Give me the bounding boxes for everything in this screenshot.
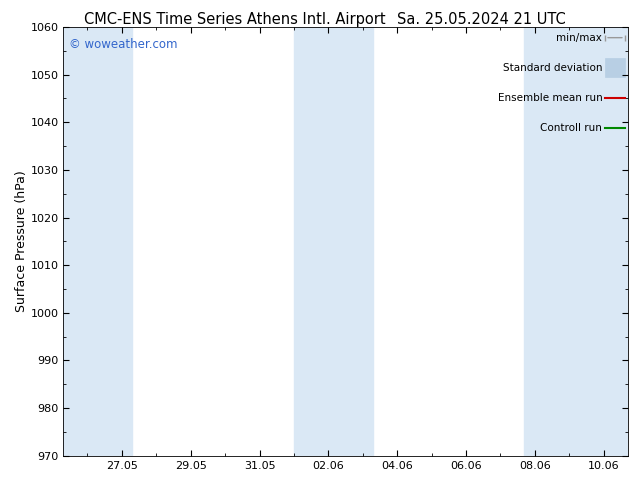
Bar — [63, 27, 133, 456]
Bar — [524, 27, 628, 456]
Bar — [605, 58, 625, 77]
Text: CMC-ENS Time Series Athens Intl. Airport: CMC-ENS Time Series Athens Intl. Airport — [84, 12, 385, 27]
Text: Standard deviation: Standard deviation — [503, 63, 602, 73]
Text: © woweather.com: © woweather.com — [69, 38, 178, 50]
Y-axis label: Surface Pressure (hPa): Surface Pressure (hPa) — [15, 171, 28, 312]
Text: Ensemble mean run: Ensemble mean run — [498, 93, 602, 103]
Text: Controll run: Controll run — [540, 122, 602, 133]
Text: Sa. 25.05.2024 21 UTC: Sa. 25.05.2024 21 UTC — [398, 12, 566, 27]
Bar — [294, 27, 373, 456]
Text: min/max: min/max — [557, 33, 602, 43]
